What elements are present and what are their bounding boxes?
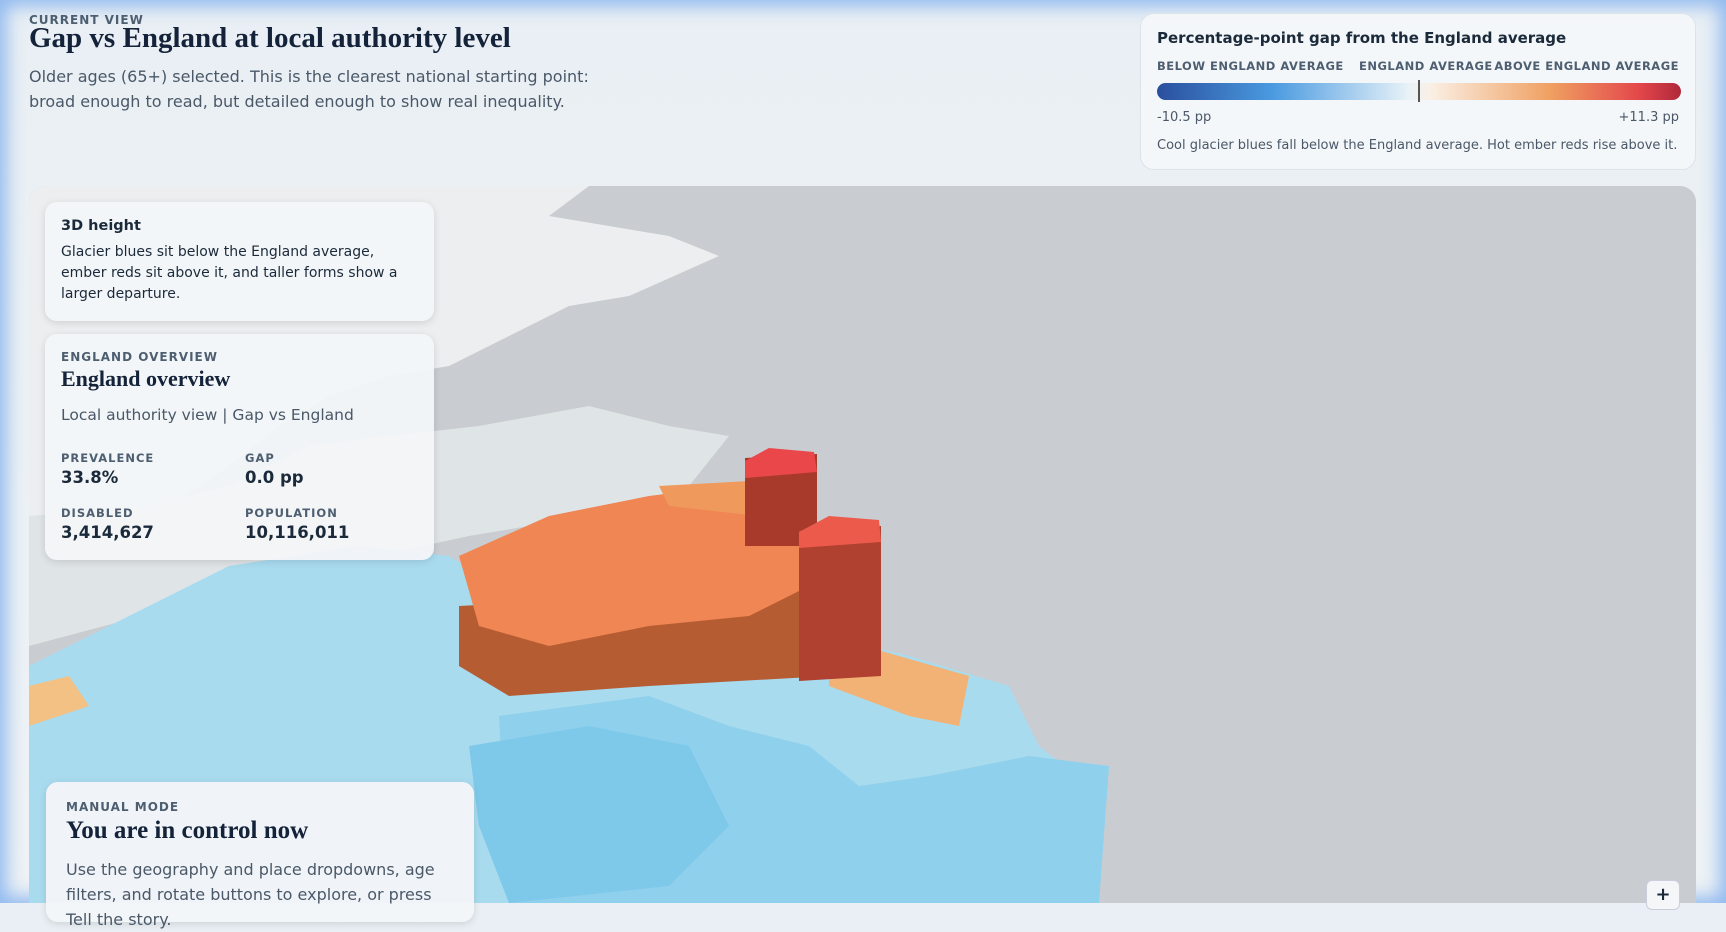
manual-text: Use the geography and place dropdowns, a… — [66, 860, 435, 929]
card-text: Glacier blues sit below the England aver… — [61, 244, 398, 302]
stat: PREVALENCE 33.8% — [61, 451, 231, 487]
legend-min: -10.5 pp — [1157, 110, 1212, 125]
stat-value: 3,414,627 — [61, 523, 154, 542]
manual-mode-card: MANUAL MODE You are in control now Use t… — [46, 782, 474, 929]
height-card: 3D height Glacier blues sit below the En… — [45, 202, 434, 321]
overview-eyebrow: ENGLAND OVERVIEW — [61, 350, 218, 364]
stat-value: 33.8% — [61, 468, 119, 487]
view-title: Gap vs England at local authority level — [29, 22, 511, 54]
stat: POPULATION 10,116,011 — [245, 506, 415, 542]
stat-label: PREVALENCE — [61, 451, 155, 465]
overview-card: ENGLAND OVERVIEW England overview Local … — [45, 334, 434, 560]
stat: GAP 0.0 pp — [245, 451, 415, 487]
legend: Percentage-point gap from the England av… — [1140, 13, 1696, 170]
region-red — [745, 448, 817, 478]
view-eyebrow: CURRENT VIEW — [29, 13, 144, 27]
stat-value: 10,116,011 — [245, 523, 350, 542]
region-light-orange — [29, 676, 89, 726]
region-orange — [459, 486, 809, 646]
legend-label: ABOVE ENGLAND AVERAGE — [1494, 59, 1679, 73]
stat-value: 0.0 pp — [245, 468, 304, 487]
manual-eyebrow: MANUAL MODE — [66, 800, 180, 814]
extrusion-side — [799, 526, 881, 681]
legend-max: +11.3 pp — [1618, 110, 1679, 125]
extrusion-side — [745, 454, 817, 546]
overview-title: England overview — [61, 366, 231, 391]
stat-label: GAP — [245, 451, 275, 465]
stat-label: DISABLED — [61, 506, 134, 520]
region-red — [799, 516, 881, 548]
zoom-in-button[interactable]: + — [1646, 880, 1680, 910]
card-title: 3D height — [61, 218, 141, 234]
stat-label: POPULATION — [245, 506, 338, 520]
legend-label: ENGLAND AVERAGE — [1359, 59, 1493, 73]
legend-label: BELOW ENGLAND AVERAGE — [1157, 59, 1344, 73]
legend-note: Cool glacier blues fall below the Englan… — [1157, 138, 1678, 153]
legend-title: Percentage-point gap from the England av… — [1157, 29, 1567, 47]
manual-title: You are in control now — [66, 817, 309, 844]
region-blue — [469, 726, 729, 903]
legend-midpoint — [1418, 80, 1420, 102]
overview-subtitle: Local authority view | Gap vs England — [61, 406, 354, 424]
view-description: Older ages (65+) selected. This is the c… — [29, 67, 589, 111]
region-light-orange — [659, 481, 759, 516]
stat: DISABLED 3,414,627 — [61, 506, 231, 542]
